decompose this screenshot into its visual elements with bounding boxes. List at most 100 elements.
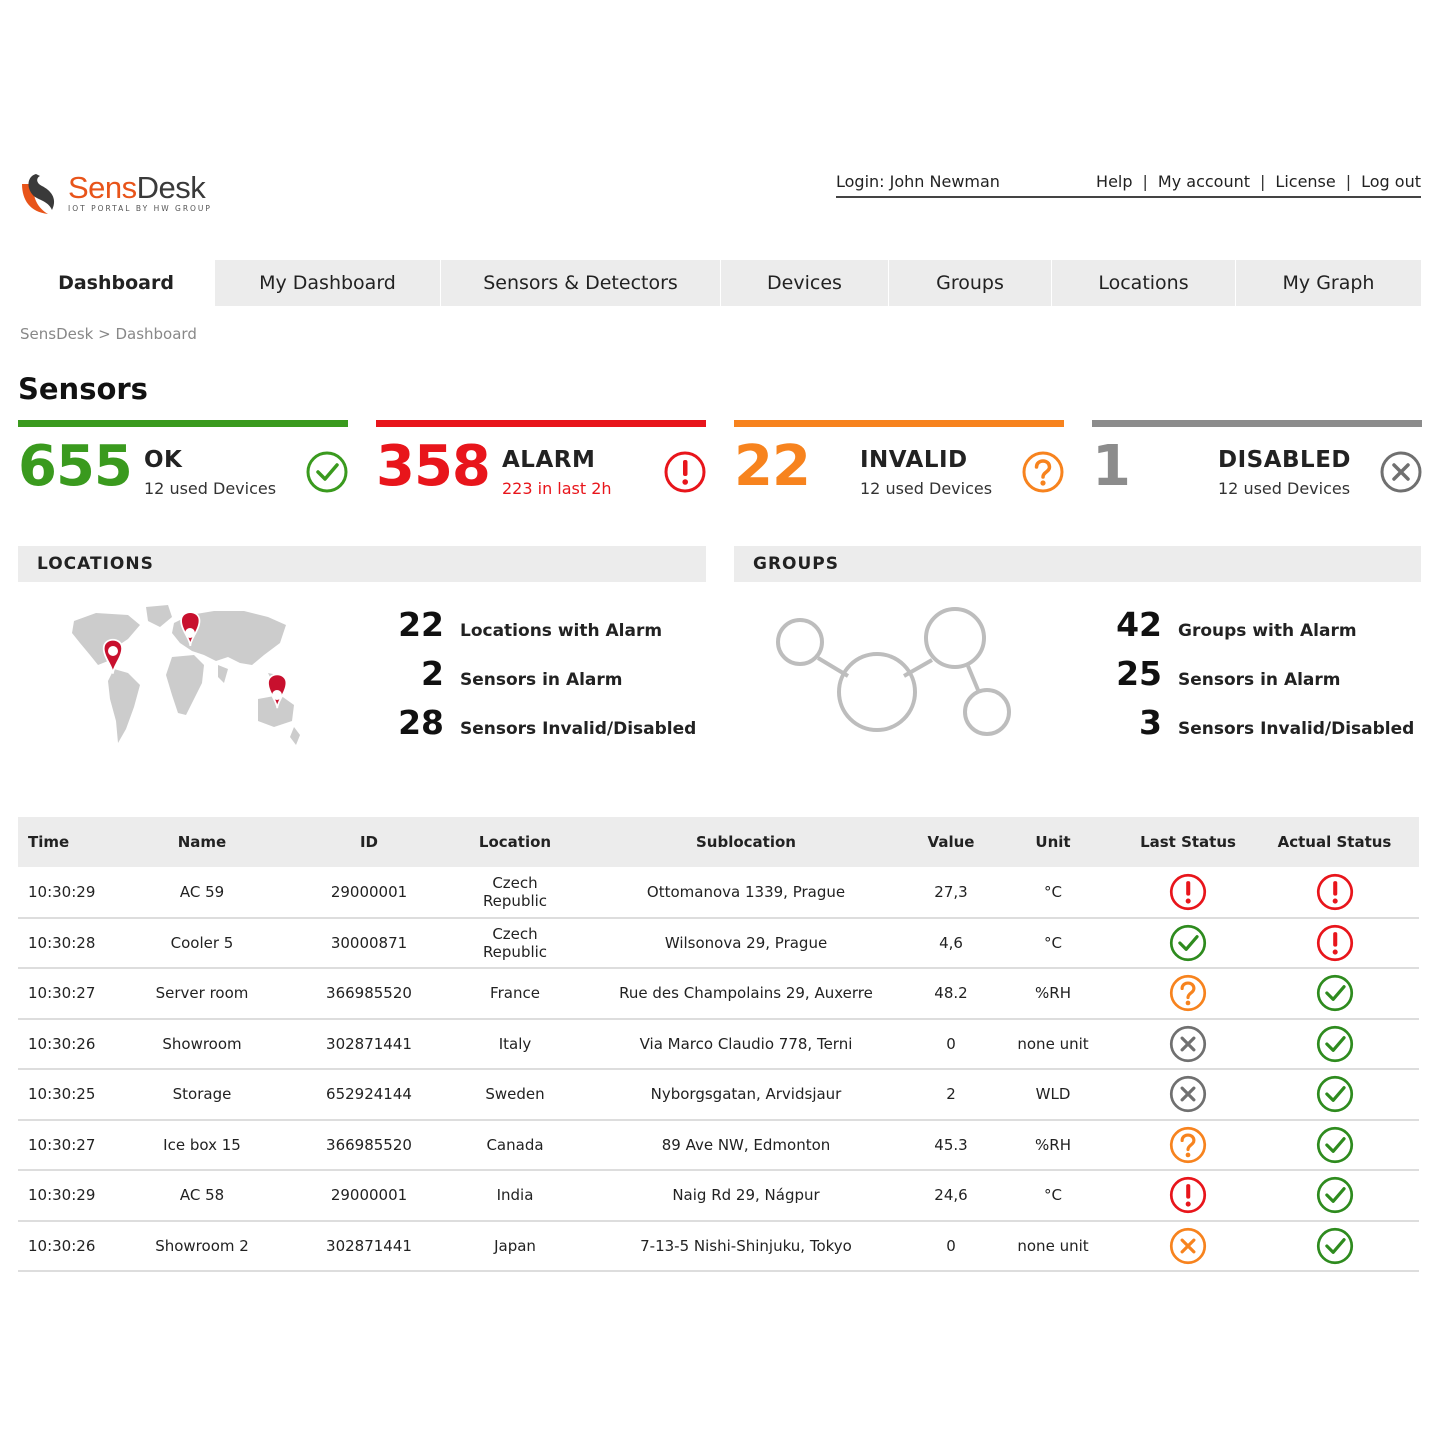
table-row[interactable]: 10:30:29 AC 59 29000001 Czech Republic Ottom… bbox=[18, 867, 1419, 919]
brand-tagline: IOT PORTAL BY HW GROUP bbox=[68, 204, 212, 213]
status-card-invalid[interactable]: 22 INVALID 12 used Devices bbox=[734, 420, 1064, 506]
x-circle-icon[interactable] bbox=[1169, 1076, 1207, 1113]
tab-devices[interactable]: Devices bbox=[721, 260, 889, 306]
table-row[interactable]: 10:30:27 Server room 366985520 France Rue de… bbox=[18, 968, 1419, 1020]
check-circle-icon[interactable] bbox=[1316, 1227, 1354, 1264]
logo[interactable]: SensDesk IOT PORTAL BY HW GROUP bbox=[18, 170, 212, 216]
world-map-icon bbox=[72, 605, 300, 745]
table-row[interactable]: 10:30:26 Showroom 2 302871441 Japan 7-13-5 N… bbox=[18, 1220, 1419, 1272]
cell-actual-status bbox=[1250, 917, 1419, 969]
cell-value: 2 bbox=[922, 1069, 980, 1121]
check-circle-icon[interactable] bbox=[1316, 1177, 1354, 1214]
exclamation-circle-icon[interactable] bbox=[1316, 873, 1354, 910]
cell-name: Ice box 15 bbox=[126, 1119, 278, 1171]
status-card-alarm[interactable]: 358 ALARM 223 in last 2h bbox=[376, 420, 706, 506]
x-circle-orange-icon[interactable] bbox=[1169, 1227, 1207, 1264]
cell-actual-status bbox=[1250, 1220, 1419, 1272]
groups-network-icon bbox=[776, 607, 1011, 736]
cell-sublocation: 7-13-5 Nishi-Shinjuku, Tokyo bbox=[570, 1220, 922, 1272]
table-row[interactable]: 10:30:26 Showroom 302871441 Italy Via Marco … bbox=[18, 1018, 1419, 1070]
cell-unit: %RH bbox=[980, 1119, 1126, 1171]
groups-stat-alarm[interactable]: 42 Groups with Alarm bbox=[1106, 605, 1357, 644]
cell-value: 27,3 bbox=[922, 867, 980, 919]
cell-id: 29000001 bbox=[278, 867, 460, 919]
column-header-name[interactable]: Name bbox=[177, 833, 227, 851]
breadcrumb[interactable]: SensDesk > Dashboard bbox=[20, 325, 197, 343]
cell-sublocation: Rue des Champolains 29, Auxerre bbox=[570, 968, 922, 1020]
help-link[interactable]: Help bbox=[1096, 171, 1133, 191]
cell-time: 10:30:27 bbox=[18, 968, 126, 1020]
cell-name: Showroom 2 bbox=[126, 1220, 278, 1272]
cell-time: 10:30:27 bbox=[18, 1119, 126, 1171]
tab-my-dashboard[interactable]: My Dashboard bbox=[215, 260, 441, 306]
cell-id: 30000871 bbox=[278, 917, 460, 969]
top-links-bar: Login: John Newman Help | My account | L… bbox=[836, 166, 1421, 198]
cell-value: 0 bbox=[922, 1018, 980, 1070]
column-header-unit[interactable]: Unit bbox=[1035, 833, 1071, 851]
brand-name-part1: Sens bbox=[68, 170, 137, 205]
check-circle-icon[interactable] bbox=[1316, 1126, 1354, 1163]
column-header-id[interactable]: ID bbox=[359, 833, 379, 851]
table-row[interactable]: 10:30:25 Storage 652924144 Sweden Nyborgsgat… bbox=[18, 1069, 1419, 1121]
license-link[interactable]: License bbox=[1275, 171, 1336, 191]
question-circle-icon bbox=[1022, 451, 1064, 493]
cell-value: 0 bbox=[922, 1220, 980, 1272]
locations-stat-alarm[interactable]: 22 Locations with Alarm bbox=[390, 605, 662, 644]
cell-last-status bbox=[1126, 1220, 1250, 1272]
ok-subtext: 12 used Devices bbox=[144, 479, 277, 498]
status-card-ok[interactable]: 655 OK 12 used Devices bbox=[18, 420, 348, 506]
stat-label: Locations with Alarm bbox=[460, 621, 663, 641]
exclamation-circle-icon[interactable] bbox=[1169, 1177, 1207, 1214]
stat-label: Sensors in Alarm bbox=[460, 670, 623, 690]
cell-value: 48.2 bbox=[922, 968, 980, 1020]
tab-locations[interactable]: Locations bbox=[1052, 260, 1236, 306]
tab-groups[interactable]: Groups bbox=[889, 260, 1052, 306]
tab-my-graph[interactable]: My Graph bbox=[1282, 272, 1375, 294]
column-header-sublocation[interactable]: Sublocation bbox=[696, 833, 796, 851]
question-circle-icon[interactable] bbox=[1169, 975, 1207, 1012]
cell-name: Storage bbox=[126, 1069, 278, 1121]
column-header-actual-status[interactable]: Actual Status bbox=[1277, 833, 1392, 851]
my-account-link[interactable]: My account bbox=[1157, 171, 1251, 191]
x-circle-icon[interactable] bbox=[1169, 1025, 1207, 1062]
locations-header[interactable]: LOCATIONS bbox=[18, 546, 706, 582]
table-row[interactable]: 10:30:27 Ice box 15 366985520 Canada 89 Ave … bbox=[18, 1119, 1419, 1171]
exclamation-circle-icon[interactable] bbox=[1169, 873, 1207, 910]
check-circle-icon[interactable] bbox=[1316, 975, 1354, 1012]
check-circle-icon[interactable] bbox=[1316, 1076, 1354, 1113]
check-circle-icon[interactable] bbox=[1169, 924, 1207, 961]
table-header-row: Time Name ID Location Sublocation Value … bbox=[18, 817, 1419, 867]
table-row[interactable]: 10:30:28 Cooler 5 30000871 Czech Republic Wi… bbox=[18, 917, 1419, 969]
status-card-disabled[interactable]: 1 DISABLED 12 used Devices bbox=[1092, 420, 1422, 506]
cell-name: AC 58 bbox=[126, 1170, 278, 1222]
alarm-count: 358 bbox=[376, 434, 491, 499]
disabled-count: 1 bbox=[1092, 434, 1131, 499]
cell-last-status bbox=[1126, 968, 1250, 1020]
locations-stat-invalid[interactable]: 28 Sensors Invalid/Disabled bbox=[390, 703, 696, 742]
cell-name: AC 59 bbox=[126, 867, 278, 919]
groups-stat-invalid[interactable]: 3 Sensors Invalid/Disabled bbox=[1106, 703, 1414, 742]
cell-id: 29000001 bbox=[278, 1170, 460, 1222]
exclamation-circle-icon[interactable] bbox=[1316, 924, 1354, 961]
logout-link[interactable]: Log out bbox=[1361, 171, 1421, 191]
groups-header[interactable]: GROUPS bbox=[734, 546, 1421, 582]
column-header-last-status[interactable]: Last Status bbox=[1140, 833, 1236, 851]
tab-sensors-detectors[interactable]: Sensors & Detectors bbox=[441, 260, 721, 306]
login-user: Login: John Newman bbox=[836, 171, 1000, 191]
invalid-subtext: 12 used Devices bbox=[860, 479, 993, 498]
tab-dashboard[interactable]: Dashboard bbox=[18, 260, 215, 306]
column-header-value[interactable]: Value bbox=[927, 833, 975, 851]
cell-sublocation: 89 Ave NW, Edmonton bbox=[570, 1119, 922, 1171]
cell-id: 366985520 bbox=[278, 968, 460, 1020]
cell-sublocation: Ottomanova 1339, Prague bbox=[570, 867, 922, 919]
groups-stat-sensors-alarm[interactable]: 25 Sensors in Alarm bbox=[1106, 654, 1340, 693]
column-header-time[interactable]: Time bbox=[28, 833, 70, 851]
question-circle-icon[interactable] bbox=[1169, 1126, 1207, 1163]
locations-stat-sensors-alarm[interactable]: 2 Sensors in Alarm bbox=[390, 654, 623, 693]
check-circle-icon[interactable] bbox=[1316, 1025, 1354, 1062]
column-header-location[interactable]: Location bbox=[478, 833, 552, 851]
link-separator: | bbox=[1260, 171, 1266, 191]
invalid-count: 22 bbox=[734, 434, 811, 499]
cell-unit: °C bbox=[980, 1170, 1126, 1222]
table-row[interactable]: 10:30:29 AC 58 29000001 India Naig Rd 29, Ná… bbox=[18, 1170, 1419, 1222]
